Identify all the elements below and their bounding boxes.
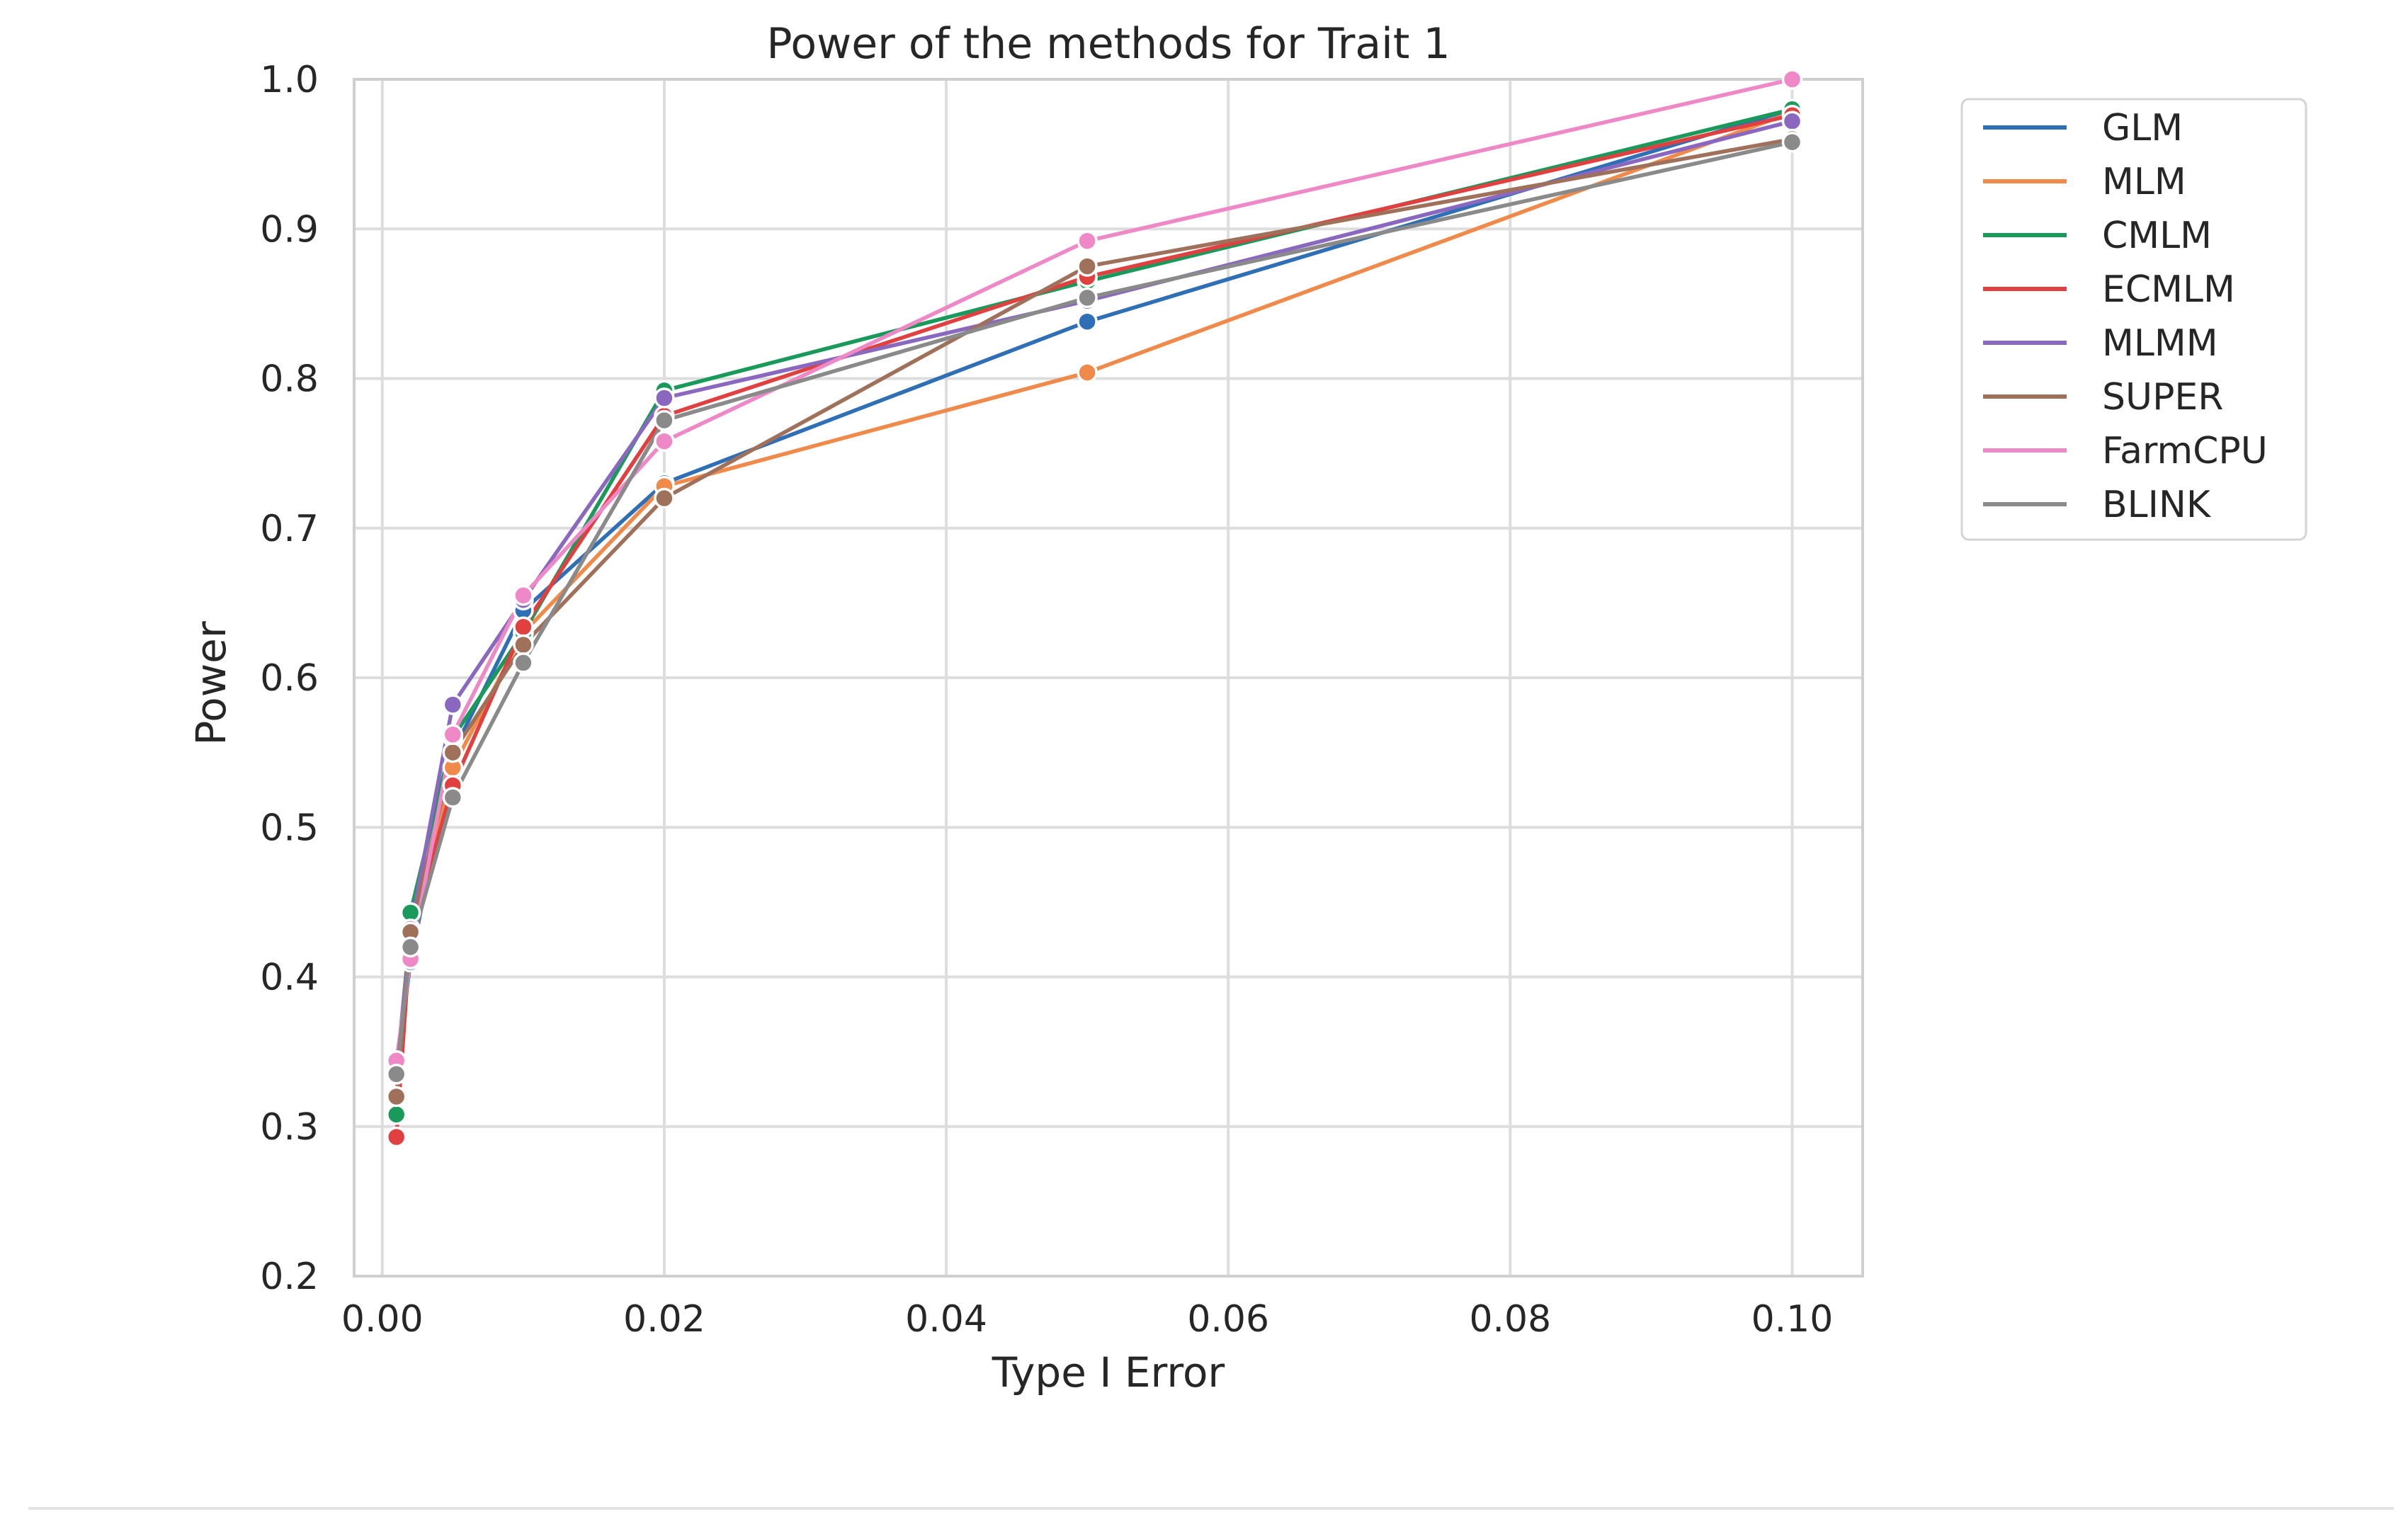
chart-title: Power of the methods for Trait 1: [766, 19, 1450, 69]
data-point-super: [654, 487, 675, 509]
legend-label-mlm: MLM: [2102, 161, 2186, 203]
y-tick-label: 0.3: [260, 1106, 319, 1149]
x-tick-label: 0.04: [905, 1298, 987, 1341]
y-tick-label: 0.7: [260, 508, 319, 550]
y-tick-label: 0.2: [260, 1256, 319, 1298]
data-point-super: [385, 1086, 407, 1108]
data-point-mlmm: [442, 694, 464, 715]
x-tick-label: 0.00: [341, 1298, 424, 1341]
series-line-glm: [394, 107, 1795, 1069]
legend-label-cmlm: CMLM: [2102, 215, 2212, 257]
data-point-blink: [1077, 287, 1098, 309]
legend-label-ecmlm: ECMLM: [2102, 268, 2235, 311]
y-axis-label: Power: [187, 621, 235, 746]
x-axis-label: Type I Error: [992, 1348, 1225, 1397]
grid: [354, 78, 1863, 1278]
x-axis-ticks: 0.00 0.02 0.04 0.06 0.08 0.10: [341, 1298, 1833, 1341]
y-tick-label: 1.0: [260, 59, 319, 101]
x-tick-label: 0.06: [1187, 1298, 1269, 1341]
series-markers: [385, 69, 1803, 1148]
data-point-mlm: [1077, 362, 1098, 383]
data-point-cmlm: [385, 1104, 407, 1125]
data-point-farmcpu: [513, 585, 534, 606]
y-tick-label: 0.4: [260, 957, 319, 999]
data-point-farmcpu: [654, 431, 675, 452]
legend-label-mlmm: MLMM: [2102, 322, 2218, 365]
legend: GLM MLM CMLM ECMLM MLMM SUPER FarmCPU BLINK: [1960, 98, 2307, 541]
data-point-super: [1077, 256, 1098, 277]
data-point-farmcpu: [1781, 69, 1803, 90]
data-point-farmcpu: [442, 724, 464, 746]
legend-label-super: SUPER: [2102, 376, 2223, 419]
y-tick-label: 0.5: [260, 807, 319, 849]
legend-label-farmcpu: FarmCPU: [2102, 430, 2268, 472]
data-point-blink: [654, 409, 675, 431]
data-point-mlmm: [1781, 110, 1803, 132]
legend-box: [1960, 98, 2307, 541]
data-point-blink: [399, 936, 421, 958]
x-tick-label: 0.02: [623, 1298, 705, 1341]
data-point-super: [442, 741, 464, 763]
data-point-super: [513, 634, 534, 656]
series-line-farmcpu: [394, 77, 1795, 1063]
x-tick-label: 0.08: [1469, 1298, 1551, 1341]
y-tick-label: 0.6: [260, 657, 319, 700]
y-tick-label: 0.8: [260, 358, 319, 401]
data-point-farmcpu: [1077, 230, 1098, 251]
data-point-mlmm: [654, 387, 675, 409]
data-point-blink: [442, 787, 464, 808]
data-point-blink: [513, 652, 534, 673]
y-axis-ticks: 0.2 0.3 0.4 0.5 0.6 0.7 0.8 0.9 1.0: [260, 59, 319, 1298]
data-point-ecmlm: [513, 616, 534, 637]
legend-label-blink: BLINK: [2102, 484, 2212, 526]
plot-frame: [353, 78, 1864, 1278]
data-point-glm: [1077, 311, 1098, 332]
data-point-blink: [385, 1064, 407, 1085]
data-point-blink: [1781, 131, 1803, 153]
data-point-ecmlm: [385, 1126, 407, 1148]
y-tick-label: 0.9: [260, 208, 319, 251]
legend-label-glm: GLM: [2102, 107, 2183, 149]
x-tick-label: 0.10: [1751, 1298, 1834, 1341]
